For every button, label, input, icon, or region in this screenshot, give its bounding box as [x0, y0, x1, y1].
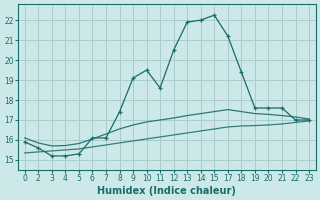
- X-axis label: Humidex (Indice chaleur): Humidex (Indice chaleur): [98, 186, 236, 196]
